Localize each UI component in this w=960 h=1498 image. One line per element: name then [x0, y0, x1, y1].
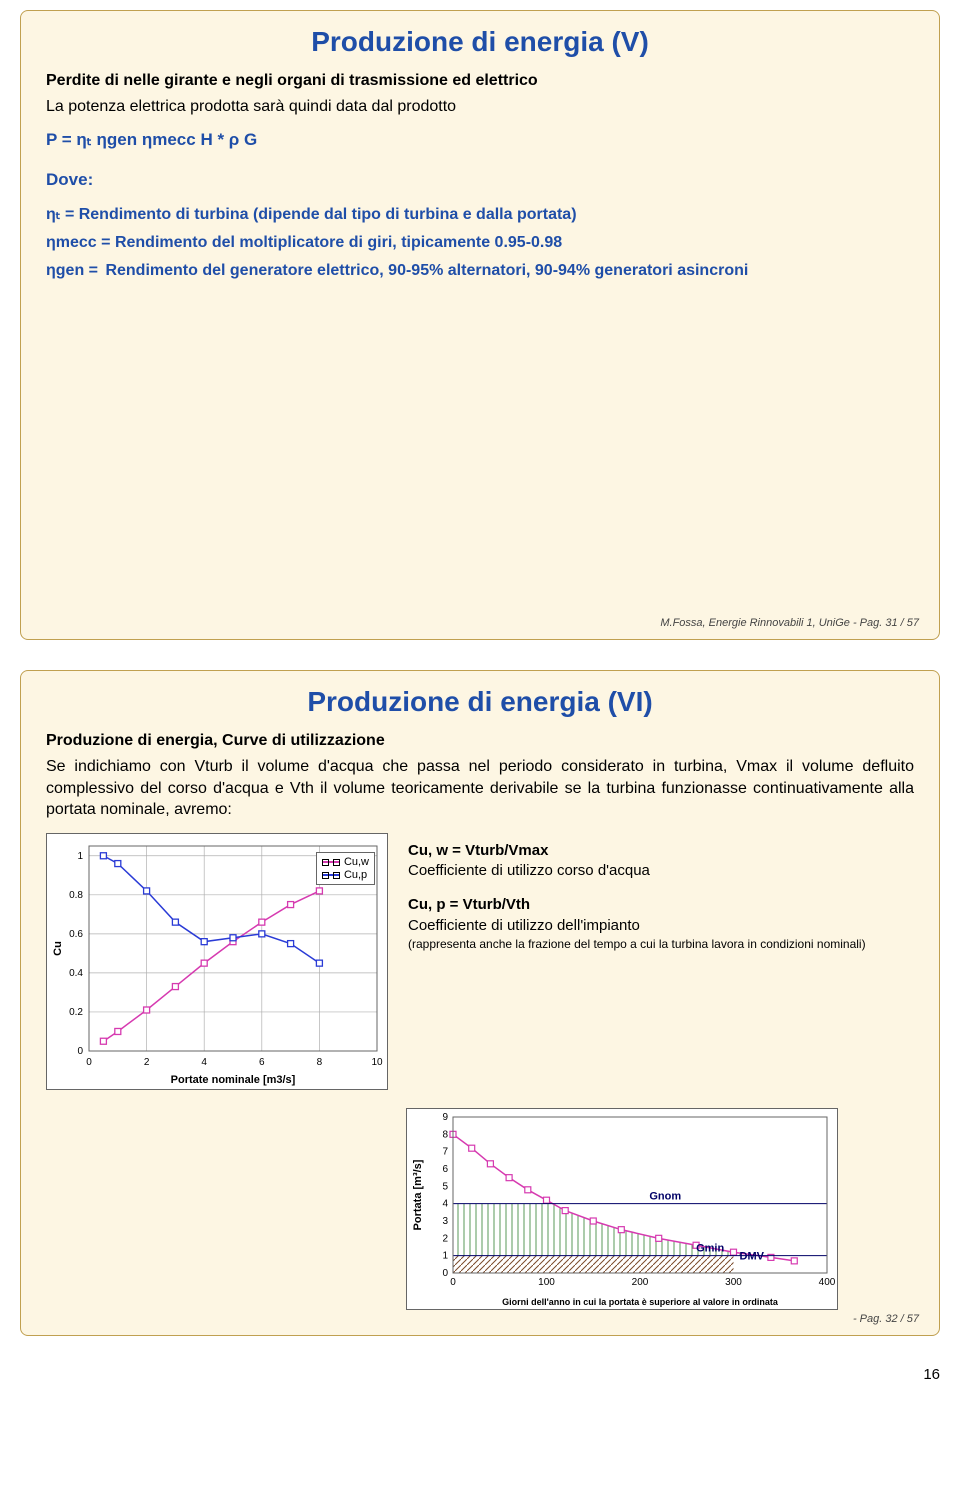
slide-title: Produzione di energia (VI) [46, 686, 914, 718]
svg-text:3: 3 [442, 1216, 448, 1227]
svg-text:0.8: 0.8 [69, 890, 83, 901]
svg-text:Giorni dell'anno in cui la por: Giorni dell'anno in cui la portata è sup… [502, 1297, 779, 1307]
intro-text: La potenza elettrica prodotta sarà quind… [46, 96, 914, 118]
cu-chart-container: 00.20.40.60.810246810CuPortate nominale … [46, 833, 388, 1090]
slide-paragraph: Se indichiamo con Vturb il volume d'acqu… [46, 756, 914, 821]
legend-label-cup: Cu,p [344, 869, 367, 881]
svg-text:6: 6 [259, 1057, 265, 1068]
def-eta-mecc: ηmecc = Rendimento del moltiplicatore di… [46, 234, 914, 252]
svg-text:0.4: 0.4 [69, 968, 83, 979]
legend-item: Cu,p [322, 869, 369, 881]
slide-32: Produzione di energia (VI) Produzione di… [20, 670, 940, 1336]
svg-text:4: 4 [442, 1198, 448, 1209]
slide-title: Produzione di energia (V) [46, 26, 914, 58]
svg-text:Gmin: Gmin [696, 1242, 724, 1254]
page-number: 16 [923, 1366, 940, 1383]
svg-text:1: 1 [442, 1250, 448, 1261]
svg-text:0.2: 0.2 [69, 1007, 83, 1018]
svg-text:10: 10 [371, 1057, 383, 1068]
cup-formula: Cu, p = Vturb/Vth [408, 896, 530, 913]
svg-text:6: 6 [442, 1164, 448, 1175]
g-chart-svg: 0 1 2 3 4 5 6 7 8 9 0 100 200 300 400 Portata [m³/s] Gio… [407, 1109, 837, 1309]
svg-text:0: 0 [86, 1057, 92, 1068]
svg-text:Portate nominale [m3/s]: Portate nominale [m3/s] [171, 1074, 296, 1086]
dove-label: Dove: [46, 170, 914, 190]
svg-text:100: 100 [538, 1277, 555, 1288]
svg-text:5: 5 [442, 1181, 448, 1192]
svg-text:2: 2 [144, 1057, 150, 1068]
legend-swatch-cuw [322, 861, 340, 863]
legend-label-cuw: Cu,w [344, 856, 369, 868]
svg-text:300: 300 [725, 1277, 742, 1288]
svg-text:Cu: Cu [52, 941, 64, 956]
cup-note: (rappresenta anche la frazione del tempo… [408, 936, 914, 952]
cup-text: Coefficiente di utilizzo dell'impianto [408, 916, 914, 936]
svg-text:0.6: 0.6 [69, 929, 83, 940]
cu-legend: Cu,w Cu,p [316, 852, 375, 885]
slide-subtitle: Perdite di nelle girante e negli organi … [46, 72, 914, 90]
def-sym-mecc: ηmecc = [46, 234, 110, 252]
slide-31: Produzione di energia (V) Perdite di nel… [20, 10, 940, 640]
svg-text:8: 8 [317, 1057, 323, 1068]
svg-text:400: 400 [819, 1277, 836, 1288]
svg-text:2: 2 [442, 1233, 448, 1244]
svg-text:4: 4 [201, 1057, 207, 1068]
def-eta-gen: ηgen = Rendimento del generatore elettri… [46, 262, 914, 280]
svg-text:200: 200 [632, 1277, 649, 1288]
g-chart: 0 1 2 3 4 5 6 7 8 9 0 100 200 300 400 Portata [m³/s] Gio… [406, 1108, 838, 1310]
cuw-text: Coefficiente di utilizzo corso d'acqua [408, 861, 914, 881]
svg-text:0: 0 [442, 1268, 448, 1279]
def-sym-gen: ηgen = [46, 262, 101, 280]
cuw-formula: Cu, w = Vturb/Vmax [408, 842, 548, 859]
svg-text:DMV: DMV [740, 1250, 765, 1262]
svg-text:8: 8 [442, 1129, 448, 1140]
power-formula: P = ηₜ ηgen ηmecc H * ρ G [46, 130, 914, 150]
svg-text:Portata [m³/s]: Portata [m³/s] [412, 1159, 424, 1230]
slide-footer: - Pag. 32 / 57 [853, 1313, 919, 1325]
slide-footer: M.Fossa, Energie Rinnovabili 1, UniGe - … [660, 617, 919, 629]
svg-text:1: 1 [77, 851, 83, 862]
slide-heading: Produzione di energia, Curve di utilizza… [46, 732, 914, 750]
def-eta-t: ηₜ = Rendimento di turbina (dipende dal … [46, 204, 914, 224]
svg-text:Gnom: Gnom [649, 1190, 681, 1202]
svg-text:0: 0 [77, 1046, 83, 1057]
legend-item: Cu,w [322, 856, 369, 868]
svg-text:9: 9 [442, 1112, 448, 1123]
coefficient-definitions: Cu, w = Vturb/Vmax Coefficiente di utili… [408, 833, 914, 952]
legend-swatch-cup [322, 874, 340, 876]
svg-text:7: 7 [442, 1146, 448, 1157]
svg-text:0: 0 [450, 1277, 456, 1288]
def-text-gen: Rendimento del generatore elettrico, 90-… [105, 262, 748, 279]
def-text-mecc: Rendimento del moltiplicatore di giri, t… [115, 234, 562, 251]
cu-chart: 00.20.40.60.810246810CuPortate nominale … [46, 833, 388, 1090]
